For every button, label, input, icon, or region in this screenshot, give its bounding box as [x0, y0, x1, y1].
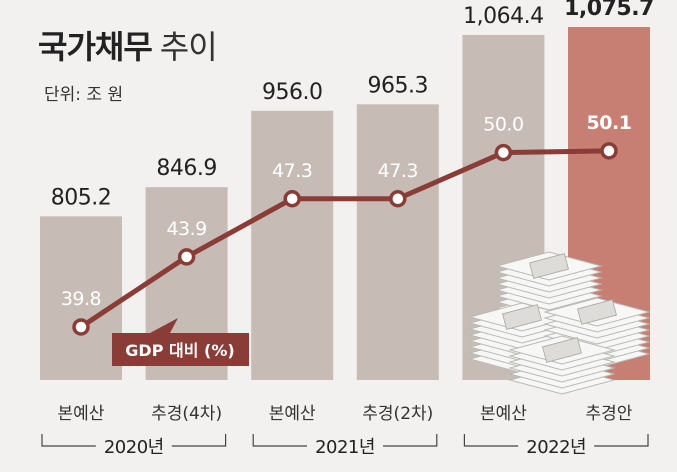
gdp-ratio-point-1 — [177, 248, 196, 266]
gdp-ratio-point-4 — [494, 143, 513, 162]
gdp-ratio-line — [79, 148, 610, 330]
labels-layer: 805.2 846.9 956.0 965.3 1,064.4 1,075.7 — [51, 0, 655, 210]
x-axis: 본예산 추경(4차) 본예산 추경(2차) 본예산 추경안 2020년 2021년 2022년 — [41, 404, 649, 458]
bar-3 — [356, 104, 439, 380]
legend-label: GDP 대비 (%) — [125, 341, 234, 360]
group-bracket-0: 2020년 — [41, 434, 227, 458]
category-label-0: 본예산 — [58, 404, 105, 424]
group-bracket-2: 2022년 — [463, 434, 649, 458]
title-main: 국가채무 — [38, 28, 153, 66]
bar-2 — [251, 110, 334, 381]
bar-0 — [40, 216, 122, 380]
money-stack-illustration — [468, 251, 651, 395]
gdp-ratio-label-1: 43.9 — [166, 218, 206, 240]
bar-value-label-2: 956.0 — [262, 80, 322, 105]
gdp-ratio-label-2: 47.3 — [272, 160, 312, 182]
gdp-ratio-point-0 — [72, 318, 90, 336]
category-label-2: 본예산 — [269, 404, 316, 424]
bar-value-label-0: 805.2 — [51, 185, 111, 210]
bar-value-label-1: 846.9 — [156, 156, 216, 181]
bar-value-label-5: 1,075.7 — [564, 0, 654, 21]
legend-gdp-ratio: GDP 대비 (%) — [112, 318, 249, 366]
gdp-ratio-label-4: 50.0 — [483, 114, 523, 136]
gdp-ratio-point-2 — [283, 190, 301, 208]
gdp-ratio-point-3 — [389, 190, 407, 208]
bar-value-label-4: 1,064.4 — [463, 4, 543, 29]
gdp-ratio-label-3: 47.3 — [378, 160, 418, 182]
chart-title: 국가채무 추이 — [38, 22, 218, 68]
category-label-3: 추경(2차) — [362, 404, 433, 424]
gdp-ratio-label-0: 39.8 — [61, 288, 101, 310]
group-bracket-1: 2021년 — [252, 434, 438, 458]
title-sub: 추이 — [159, 28, 218, 66]
group-label-1: 2021년 — [315, 437, 375, 458]
category-label-5: 추경안 — [586, 404, 633, 424]
category-label-1: 추경(4차) — [151, 404, 222, 424]
gdp-ratio-label-5: 50.1 — [587, 112, 632, 134]
group-label-0: 2020년 — [104, 437, 164, 458]
unit-label: 단위: 조 원 — [44, 85, 124, 105]
bar-value-label-3: 965.3 — [368, 73, 428, 98]
gdp-ratio-point-5 — [600, 142, 618, 160]
line-layer: 39.8 43.9 47.3 47.3 50.0 50.1 GDP 대비 (%) — [61, 112, 632, 366]
group-label-2: 2022년 — [526, 437, 586, 458]
category-label-4: 본예산 — [480, 404, 527, 424]
